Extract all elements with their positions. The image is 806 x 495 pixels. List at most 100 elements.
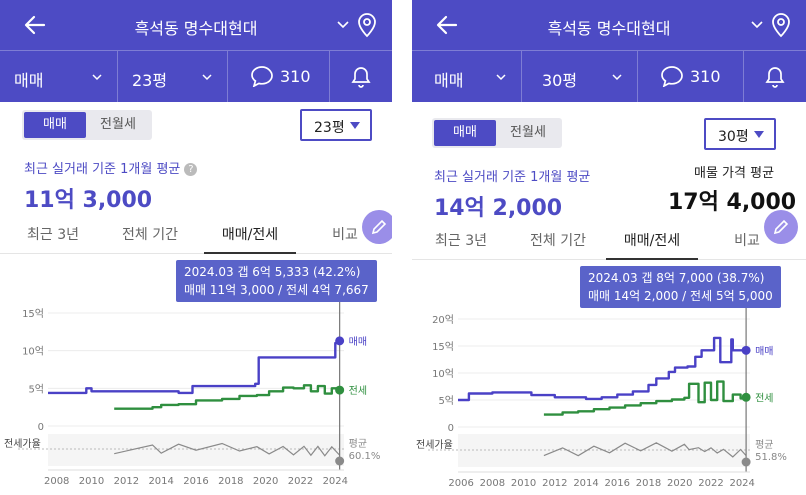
x-tick-label: 2018 xyxy=(218,476,243,487)
tab-compare[interactable]: 비교 xyxy=(734,233,760,249)
x-tick-label: 2008 xyxy=(480,478,505,489)
ratio-avg-name: 평균 xyxy=(349,438,367,450)
ratio-point xyxy=(335,456,345,466)
x-tick-label: 2020 xyxy=(667,478,692,489)
y-tick-label: 15억 xyxy=(22,308,44,320)
tab-sale-jeonse[interactable]: 매매/전세 xyxy=(606,222,698,260)
x-tick-label: 2022 xyxy=(288,476,313,487)
trade-type-select[interactable]: 매매 xyxy=(412,51,522,103)
map-pin-icon[interactable] xyxy=(770,12,792,38)
page-title[interactable]: 흑석동 명수대현대 xyxy=(134,19,258,38)
y-tick-label: 5억 xyxy=(28,383,44,395)
bell-icon xyxy=(351,67,371,88)
chevron-down-icon[interactable] xyxy=(750,19,764,31)
x-tick-label: 2012 xyxy=(542,478,567,489)
size-dropdown-value: 30평 xyxy=(718,129,749,145)
x-tick-label: 2016 xyxy=(183,476,208,487)
x-tick-label: 2024 xyxy=(729,478,754,489)
period-tabs: 최근 3년 전체 기간 매매/전세 비교 xyxy=(412,222,806,260)
app-header: 흑석동 명수대현대 xyxy=(412,0,806,50)
size-dropdown-value: 23평 xyxy=(314,120,345,136)
x-tick-label: 2016 xyxy=(605,478,630,489)
trade-segment: 매매 전월세 xyxy=(22,110,152,140)
size-select[interactable]: 30평 xyxy=(522,51,638,103)
page-title[interactable]: 흑석동 명수대현대 xyxy=(547,19,671,38)
segment-sale[interactable]: 매매 xyxy=(434,120,496,146)
sale-point xyxy=(335,336,345,346)
comments-button[interactable]: 310 xyxy=(638,51,744,103)
avg-price-value: 11억 3,000 xyxy=(24,188,153,213)
x-tick-label: 2006 xyxy=(448,478,473,489)
tab-sale-jeonse[interactable]: 매매/전세 xyxy=(204,216,296,254)
y-tick-label: 5억 xyxy=(438,395,454,407)
filter-bar: 매매 23평 310 xyxy=(0,50,392,103)
tooltip-line-2: 매매 14억 2,000 / 전세 5억 5,000 xyxy=(588,289,773,303)
ratio-series-line xyxy=(543,442,747,458)
bell-icon xyxy=(765,67,785,88)
segment-rent[interactable]: 전월세 xyxy=(100,117,136,132)
price-chart: 20억 15억 10억 5억 0 전세가율 매매 전세 평균 51.8% 2006 2008 2010 2… xyxy=(412,262,806,495)
size-label: 30평 xyxy=(542,71,578,90)
period-tabs: 최근 3년 전체 기간 매매/전세 비교 xyxy=(0,216,392,254)
x-tick-label: 2010 xyxy=(511,478,536,489)
avg-price-caption: 최근 실거래 기준 1개월 평균 xyxy=(434,170,591,185)
segment-rent[interactable]: 전월세 xyxy=(510,125,546,140)
chevron-down-icon[interactable] xyxy=(336,19,350,31)
jeonse-point xyxy=(335,385,345,395)
sale-point xyxy=(741,345,751,355)
ratio-point xyxy=(741,457,751,467)
ratio-avg-value: 51.8% xyxy=(755,452,787,463)
help-icon[interactable]: ? xyxy=(184,163,198,176)
sale-series-line xyxy=(458,336,747,402)
jeonse-series-label: 전세 xyxy=(349,385,367,397)
tooltip-line-2: 매매 11억 3,000 / 전세 4억 7,667 xyxy=(184,283,369,297)
jeonse-point xyxy=(741,392,751,402)
size-dropdown[interactable]: 23평 xyxy=(300,109,372,141)
trade-segment: 매매 전월세 xyxy=(432,118,562,148)
ask-price-caption: 매물 가격 평균 xyxy=(694,166,775,181)
jeonse-series-label: 전세 xyxy=(755,392,773,404)
x-tick-label: 2020 xyxy=(253,476,278,487)
sale-series-label: 매매 xyxy=(755,345,773,357)
avg-price-value: 14억 2,000 xyxy=(434,196,563,221)
edit-fab[interactable] xyxy=(362,210,392,244)
caret-down-icon xyxy=(754,131,764,138)
price-chart: 15억 10억 5억 0 전세가율 매매 전세 평균 60.1% 2008 2010 2012 2014… xyxy=(0,256,392,495)
back-arrow-icon[interactable] xyxy=(22,12,48,38)
filter-bar: 매매 30평 310 xyxy=(412,50,806,103)
edit-fab[interactable] xyxy=(764,210,798,244)
map-pin-icon[interactable] xyxy=(356,12,378,38)
tab-recent-3y[interactable]: 최근 3년 xyxy=(435,233,487,249)
trade-type-label: 매매 xyxy=(14,71,44,90)
tab-all-period[interactable]: 전체 기간 xyxy=(122,227,178,243)
avg-price-caption: 최근 실거래 기준 1개월 평균? xyxy=(24,158,198,177)
comments-button[interactable]: 310 xyxy=(228,51,330,103)
y-tick-label: 10억 xyxy=(432,368,454,380)
notification-button[interactable] xyxy=(330,51,392,103)
caret-down-icon xyxy=(350,122,360,129)
x-tick-label: 2014 xyxy=(148,476,173,487)
comment-count: 310 xyxy=(280,67,311,86)
tab-compare[interactable]: 비교 xyxy=(332,227,358,243)
x-tick-label: 2008 xyxy=(44,476,69,487)
ratio-avg-value: 60.1% xyxy=(349,451,381,462)
ratio-axis-label: 전세가율 xyxy=(416,439,453,451)
jeonse-series-line xyxy=(114,384,341,410)
back-arrow-icon[interactable] xyxy=(434,12,460,38)
tooltip-line-1: 2024.03 갭 8억 7,000 (38.7%) xyxy=(588,271,765,285)
comment-count: 310 xyxy=(690,67,721,86)
y-tick-label: 0 xyxy=(448,423,454,434)
trade-type-label: 매매 xyxy=(434,71,464,90)
tab-recent-3y[interactable]: 최근 3년 xyxy=(27,227,79,243)
notification-button[interactable] xyxy=(744,51,806,103)
tab-all-period[interactable]: 전체 기간 xyxy=(530,233,586,249)
segment-sale[interactable]: 매매 xyxy=(24,112,86,138)
ratio-avg-name: 평균 xyxy=(755,439,773,451)
pencil-icon xyxy=(773,219,789,235)
size-dropdown[interactable]: 30평 xyxy=(704,118,776,150)
trade-type-select[interactable]: 매매 xyxy=(0,51,118,103)
size-select[interactable]: 23평 xyxy=(118,51,228,103)
sale-series-line xyxy=(48,340,341,395)
speech-bubble-icon xyxy=(251,66,273,87)
